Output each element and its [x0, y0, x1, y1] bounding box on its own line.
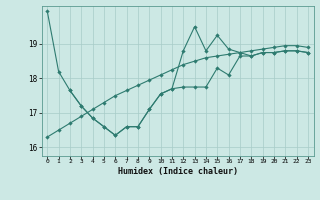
X-axis label: Humidex (Indice chaleur): Humidex (Indice chaleur) [118, 167, 237, 176]
